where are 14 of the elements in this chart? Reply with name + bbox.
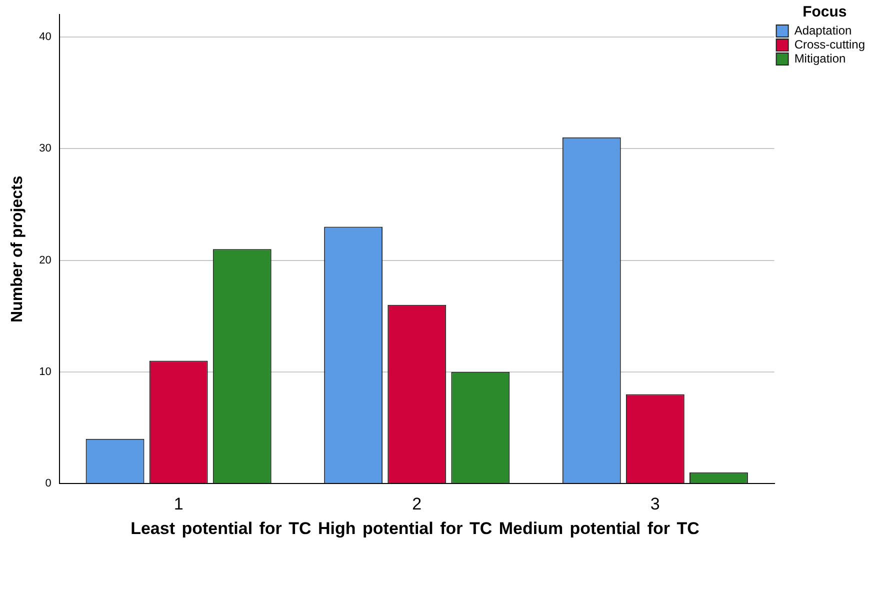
legend-label: Adaptation	[794, 23, 852, 38]
y-tick-label: 10	[39, 366, 52, 378]
legend-title: Focus	[802, 4, 847, 21]
legend-label: Mitigation	[794, 51, 846, 66]
y-tick-label: 0	[45, 478, 52, 490]
y-tick-label: 20	[39, 254, 52, 266]
x-tick-label: 3	[650, 494, 660, 514]
x-tick-label: 1	[174, 494, 184, 514]
y-tick-label: 40	[39, 30, 52, 43]
x-axis-title: Least potential for TC High potential for TC Medium potential for TC	[130, 519, 700, 538]
y-axis-title: Number of projects	[9, 176, 26, 322]
x-tick-label: 2	[412, 494, 422, 514]
legend-label: Cross-cutting	[794, 37, 865, 52]
y-tick-label: 30	[39, 142, 52, 155]
